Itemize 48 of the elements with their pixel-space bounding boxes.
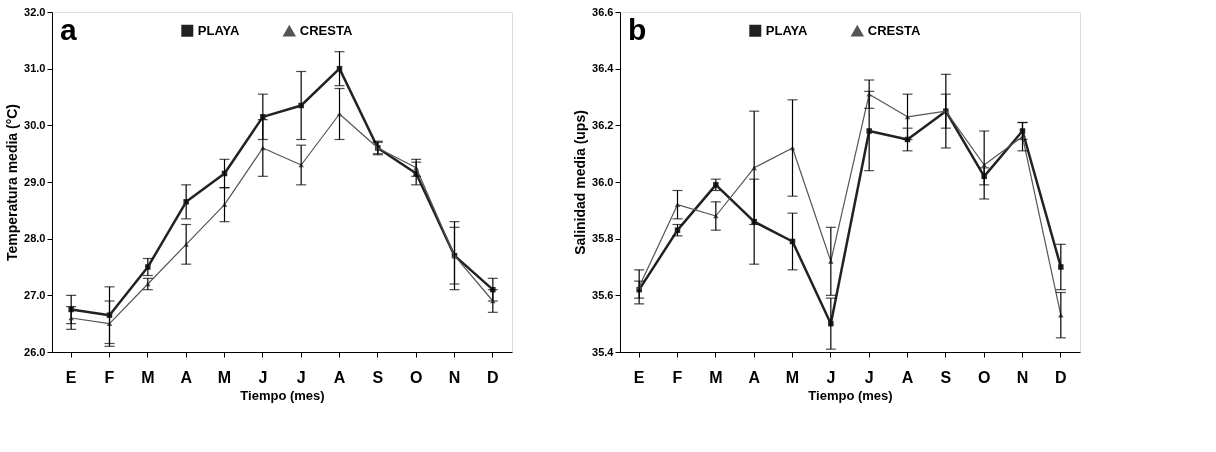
y-tick-label: 32.0 — [24, 5, 46, 18]
x-tick-label: M — [141, 368, 155, 386]
y-axis-title: Salinidad media (ups) — [572, 110, 589, 255]
y-tick-label: 36.2 — [592, 118, 614, 131]
y-tick-label: 35.4 — [592, 345, 615, 358]
y-tick-label: 26.0 — [24, 345, 46, 358]
x-tick-label: E — [633, 368, 645, 386]
legend-label: PLAYA — [765, 22, 809, 38]
x-tick-label: D — [1055, 368, 1067, 386]
legend-label: CRESTA — [299, 23, 353, 39]
x-tick-label: O — [977, 368, 991, 386]
x-tick-label: S — [372, 368, 384, 386]
x-tick-label: A — [333, 368, 346, 386]
y-axis-title: Temperatura media (°C) — [4, 103, 21, 262]
y-tick-label: 29.0 — [24, 175, 46, 188]
annotation: a — [60, 13, 77, 46]
x-tick-label: N — [448, 368, 461, 386]
x-tick-label: J — [258, 368, 268, 386]
y-tick-label: 36.4 — [592, 62, 615, 75]
y-tick-label: 36.0 — [592, 175, 614, 188]
x-tick-label: M — [785, 368, 800, 386]
annotation: b — [628, 13, 647, 46]
x-tick-label: E — [65, 368, 77, 386]
x-tick-label: M — [709, 368, 723, 386]
y-tick-label: 35.6 — [592, 288, 614, 301]
x-axis-title: Tiempo (mes) — [808, 387, 893, 403]
x-tick-label: F — [104, 368, 115, 386]
y-tick-label: 35.8 — [592, 232, 614, 245]
legend-label: PLAYA — [197, 22, 241, 38]
x-tick-label: O — [409, 368, 423, 386]
y-tick-label: 27.0 — [24, 288, 46, 301]
x-tick-label: M — [217, 368, 232, 386]
x-axis-title: Tiempo (mes) — [240, 387, 325, 403]
x-tick-label: F — [672, 368, 683, 386]
y-tick-label: 30.0 — [24, 118, 46, 131]
legend-label: CRESTA — [867, 23, 921, 39]
x-tick-label: A — [901, 368, 914, 386]
x-tick-label: J — [296, 368, 306, 386]
x-tick-label: J — [826, 368, 836, 386]
x-tick-label: N — [1016, 368, 1029, 386]
x-tick-label: S — [940, 368, 952, 386]
x-tick-label: A — [748, 368, 761, 386]
x-tick-label: D — [487, 368, 499, 386]
x-tick-label: J — [864, 368, 874, 386]
y-tick-label: 36.6 — [592, 5, 614, 18]
x-tick-label: A — [180, 368, 193, 386]
y-tick-label: 28.0 — [24, 232, 46, 245]
y-tick-label: 31.0 — [24, 62, 46, 75]
